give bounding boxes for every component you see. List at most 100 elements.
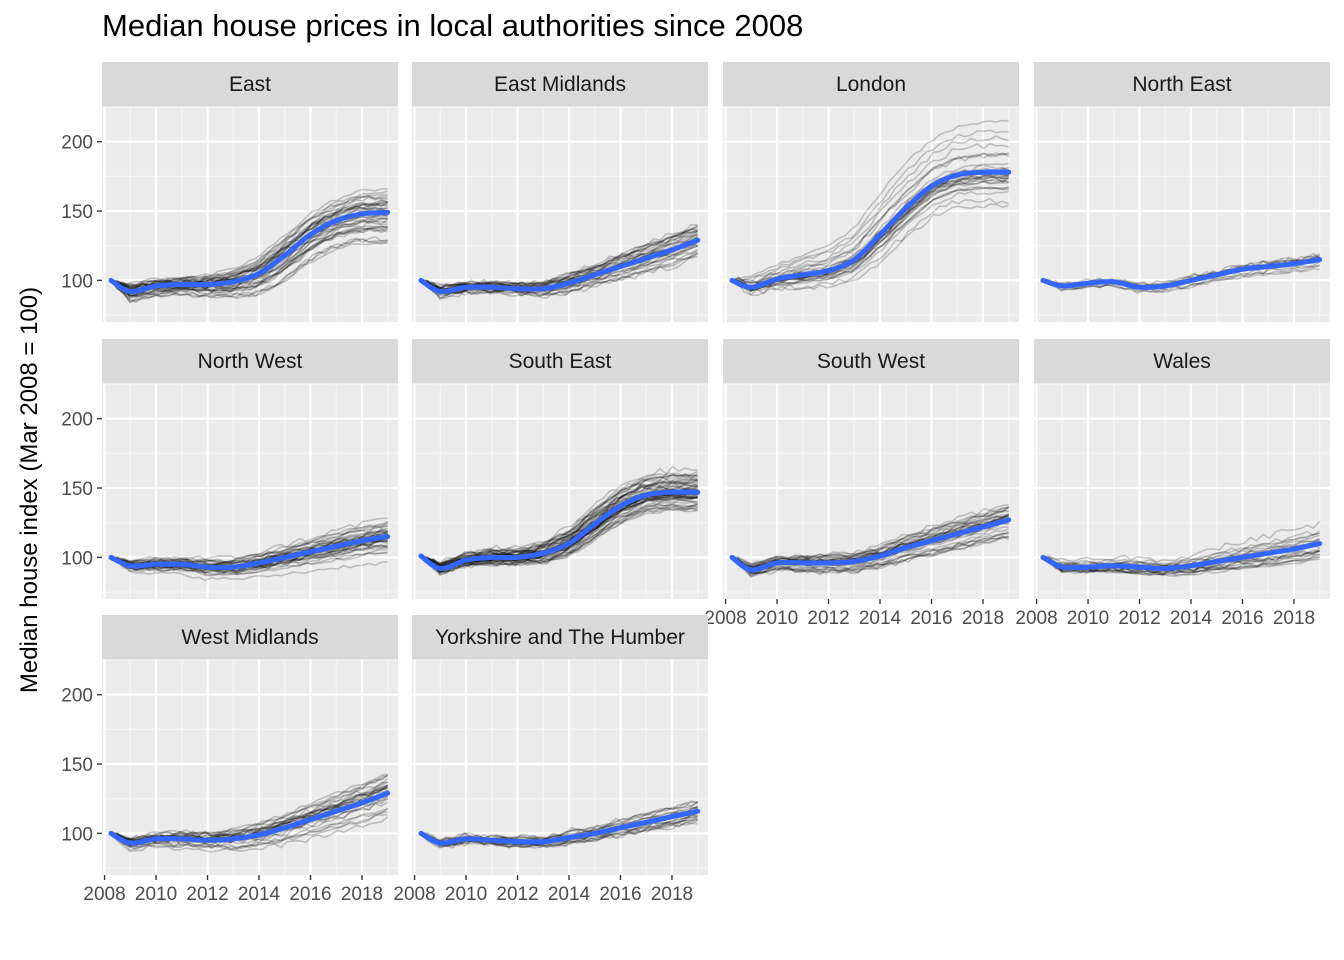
authority-line: [1042, 553, 1320, 576]
authority-line: [731, 535, 1009, 578]
authority-line: [731, 505, 1010, 568]
x-tick-label: 2010: [445, 884, 487, 905]
authority-line: [1042, 264, 1320, 293]
facet-london: [723, 62, 1019, 322]
authority-line: [420, 224, 699, 288]
authority-line: [110, 801, 389, 847]
authority-line: [420, 497, 698, 571]
series-lines-north-west: [108, 517, 391, 582]
authority-line: [731, 186, 1009, 291]
y-tick-label: 150: [61, 202, 93, 223]
authority-line: [110, 226, 388, 297]
facet-north-east: [1034, 62, 1330, 322]
authority-line: [731, 152, 1009, 284]
authority-line: [110, 544, 388, 572]
authority-line: [731, 506, 1009, 565]
authority-line: [1042, 554, 1320, 576]
authority-line: [110, 238, 388, 304]
authority-line: [420, 223, 698, 288]
panel-bg-wales: [1034, 384, 1330, 599]
authority-line: [1042, 532, 1320, 567]
series-lines-north-east: [1040, 252, 1323, 294]
authority-line: [110, 228, 389, 299]
authority-line: [110, 225, 388, 297]
authority-line: [110, 816, 389, 853]
authority-line: [420, 799, 699, 843]
y-tick-label: 150: [61, 755, 93, 776]
facet-south-west: 2008 2010 2012 2014 2016 2018: [704, 339, 1019, 629]
x-tick-label: 2018: [1273, 608, 1315, 629]
y-tick-label: 100: [61, 824, 93, 845]
authority-line: [420, 226, 698, 290]
authority-line: [420, 225, 698, 290]
series-lines-london: [729, 119, 1012, 297]
authority-line: [1042, 549, 1321, 576]
series-lines-south-west: [729, 503, 1012, 578]
authority-line: [110, 551, 388, 576]
authority-line: [420, 504, 698, 575]
authority-line: [420, 474, 698, 567]
series-lines-west-midlands: [108, 772, 391, 853]
authority-line: [420, 233, 698, 290]
authority-line: [110, 527, 389, 566]
authority-line: [110, 774, 389, 841]
x-tick-label: 2010: [756, 608, 798, 629]
authority-line: [420, 480, 698, 566]
authority-line: [110, 529, 388, 567]
authority-line: [420, 500, 698, 573]
authority-line: [731, 152, 1010, 284]
x-tick-label: 2008: [393, 884, 435, 905]
authority-line: [731, 515, 1009, 570]
authority-line: [110, 200, 388, 291]
strip-bg-east: [102, 62, 398, 107]
authority-line: [420, 465, 698, 566]
authority-line: [420, 474, 698, 564]
authority-line: [731, 186, 1009, 292]
strip-bg-yorkshire-and-the-humber: [412, 615, 708, 660]
authority-line: [420, 801, 699, 843]
authority-line: [420, 818, 698, 849]
authority-line: [420, 478, 698, 567]
authority-line: [110, 546, 388, 574]
authority-line: [420, 228, 698, 290]
authority-line: [420, 480, 698, 566]
authority-line: [1042, 267, 1320, 294]
authority-line: [420, 822, 698, 849]
x-tick-label: 2010: [135, 884, 177, 905]
x-tick-label: 2018: [341, 884, 383, 905]
x-tick-label: 2008: [83, 884, 125, 905]
trend-line-south-west: [729, 517, 1012, 573]
x-tick-label: 2016: [289, 884, 331, 905]
x-tick-label: 2016: [599, 884, 641, 905]
y-tick-label: 100: [61, 271, 93, 292]
panel-bg-north-east: [1034, 107, 1330, 322]
x-tick-label: 2008: [1015, 608, 1057, 629]
strip-bg-west-midlands: [102, 615, 398, 660]
authority-line: [420, 502, 698, 576]
authority-line: [731, 532, 1009, 576]
facet-east: 100 150 200: [61, 62, 398, 322]
authority-line: [420, 251, 699, 297]
authority-line: [420, 480, 698, 566]
authority-line: [1042, 253, 1320, 287]
strip-bg-north-east: [1034, 62, 1330, 107]
authority-line: [420, 507, 698, 573]
authority-line: [110, 199, 388, 288]
series-lines-yorkshire-and-the-humber: [418, 799, 701, 849]
authority-line: [420, 478, 698, 566]
authority-line: [110, 520, 388, 563]
authority-line: [110, 807, 389, 849]
authority-line: [731, 535, 1010, 576]
x-tick-label: 2014: [238, 884, 281, 905]
authority-line: [110, 523, 388, 566]
authority-line: [110, 227, 389, 297]
series-lines-south-east: [418, 465, 701, 577]
authority-line: [731, 152, 1009, 284]
authority-line: [110, 808, 388, 851]
x-tick-label: 2012: [1118, 608, 1160, 629]
authority-line: [110, 556, 388, 582]
x-tick-label: 2014: [859, 608, 902, 629]
authority-line: [731, 532, 1009, 575]
authority-line: [110, 195, 388, 287]
facet-wales: 2008 2010 2012 2014 2016 2018: [1015, 339, 1330, 629]
